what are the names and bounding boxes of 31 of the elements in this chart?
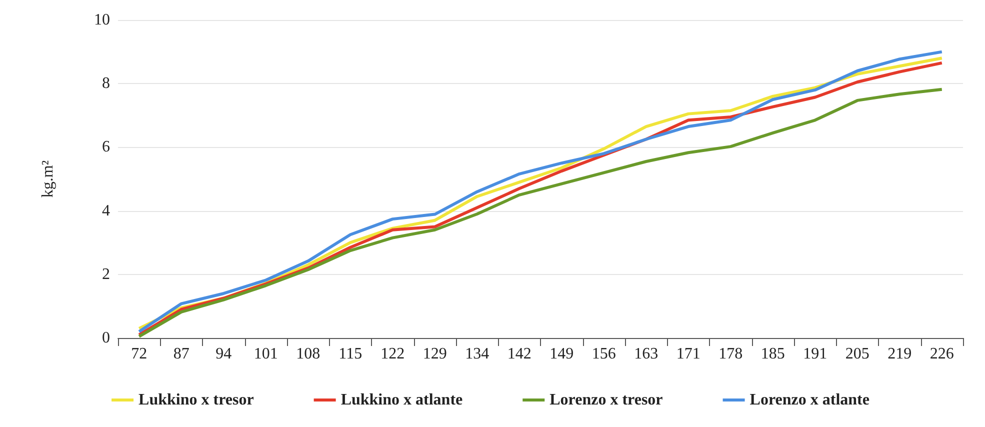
- x-tick-label: 115: [338, 346, 362, 362]
- x-tick-label: 156: [592, 346, 616, 362]
- x-tick-label: 94: [216, 346, 232, 362]
- y-tick-label: 4: [102, 202, 110, 220]
- y-tick-label: 2: [102, 266, 110, 283]
- y-tick-label: 0: [102, 330, 110, 346]
- x-tick-label: 122: [380, 346, 405, 362]
- y-tick-label: 6: [102, 138, 110, 156]
- x-tick-label: 219: [888, 346, 912, 362]
- x-tick-label: 134: [465, 346, 490, 362]
- x-tick-label: 108: [296, 346, 320, 362]
- y-axis-title: kg.m²: [40, 160, 56, 198]
- x-tick-label: 129: [422, 346, 447, 362]
- x-tick-label: 163: [634, 346, 658, 362]
- x-tick-label: 178: [718, 346, 743, 362]
- x-tick-label: 87: [173, 346, 190, 362]
- x-tick-label: 205: [845, 346, 870, 362]
- y-tick-label: 10: [94, 12, 110, 28]
- x-tick-label: 226: [930, 346, 954, 362]
- x-tick-label: 191: [803, 346, 828, 362]
- x-tick-label: 101: [254, 346, 278, 362]
- legend-label: Lukkino x atlante: [340, 392, 463, 408]
- legend-label: Lorenzo x atlante: [750, 392, 870, 408]
- x-tick-label: 171: [676, 346, 700, 362]
- legend-label: Lorenzo x tresor: [550, 392, 663, 408]
- legend-label: Lukkino x tresor: [138, 392, 254, 408]
- x-tick-label: 149: [550, 346, 574, 362]
- y-tick-label: 8: [102, 75, 110, 92]
- x-tick-label: 185: [760, 346, 785, 362]
- x-tick-label: 72: [131, 346, 148, 362]
- x-tick-label: 142: [507, 346, 532, 362]
